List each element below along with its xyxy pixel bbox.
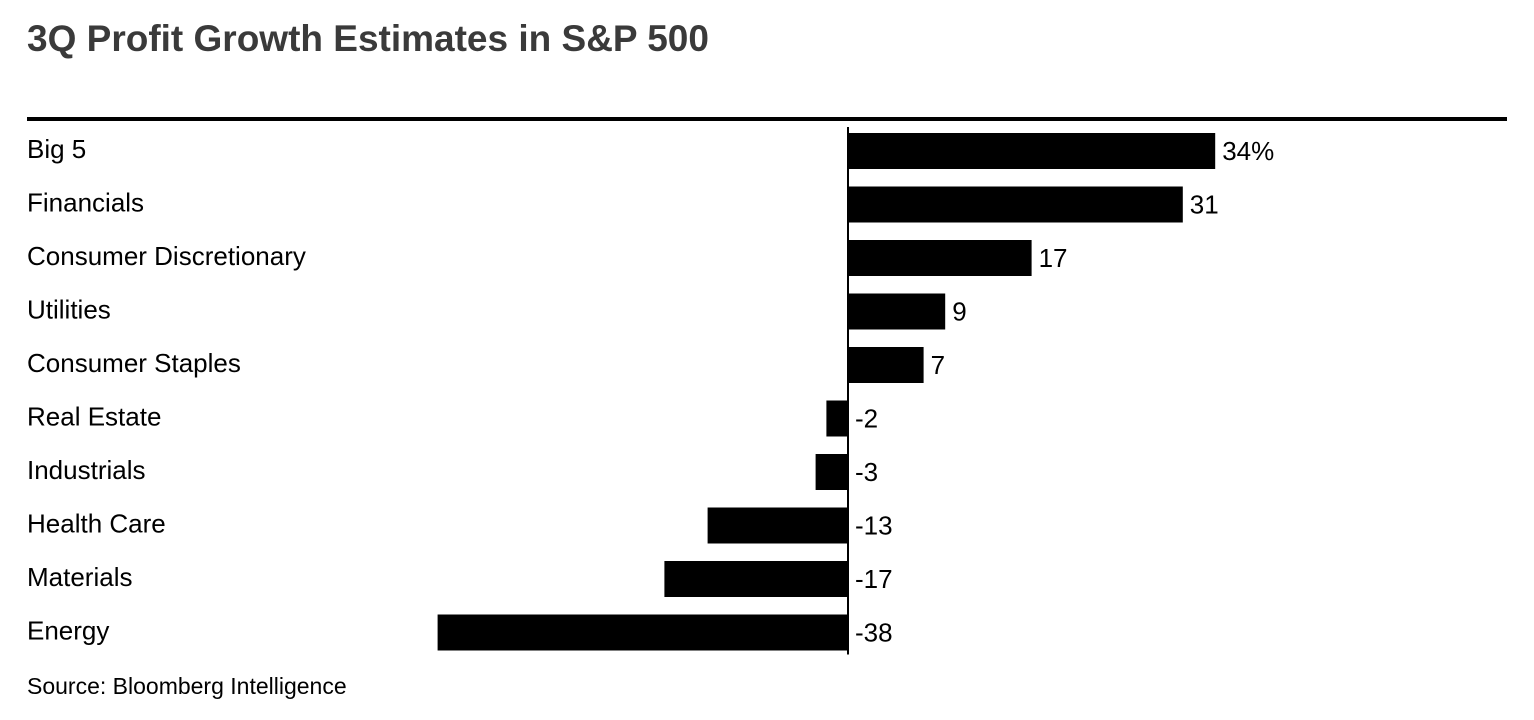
category-label-consumer-staples: Consumer Staples — [27, 348, 241, 378]
bar-materials — [664, 561, 848, 597]
bar-energy — [437, 614, 848, 651]
value-label-health-care: -13 — [855, 511, 893, 541]
bar-consumer-staples — [848, 347, 924, 383]
bar-financials — [848, 186, 1183, 223]
category-label-industrials: Industrials — [27, 455, 146, 485]
bar-real-estate — [826, 400, 848, 437]
category-label-big-5: Big 5 — [27, 134, 86, 164]
category-label-energy: Energy — [27, 616, 109, 646]
bar-consumer-discretionary — [848, 240, 1032, 276]
value-label-consumer-discretionary: 17 — [1039, 243, 1068, 273]
value-label-financials: 31 — [1190, 190, 1219, 220]
value-label-utilities: 9 — [952, 297, 966, 327]
value-label-energy: -38 — [855, 618, 893, 648]
category-label-materials: Materials — [27, 562, 132, 592]
category-label-utilities: Utilities — [27, 295, 111, 325]
title-divider-rule — [27, 117, 1507, 121]
bar-big-5 — [848, 133, 1216, 169]
value-label-materials: -17 — [855, 564, 893, 594]
category-label-health-care: Health Care — [27, 509, 166, 539]
bar-health-care — [707, 507, 848, 544]
labels-group: Big 5 34% Financials 31 Consumer Discretiona… — [27, 134, 1274, 648]
category-label-real-estate: Real Estate — [27, 402, 161, 432]
value-label-big-5: 34% — [1222, 136, 1274, 166]
category-label-financials: Financials — [27, 188, 144, 218]
bar-utilities — [848, 293, 946, 330]
category-label-consumer-discretionary: Consumer Discretionary — [27, 241, 306, 271]
value-label-industrials: -3 — [855, 457, 878, 487]
bar-industrials — [815, 454, 848, 490]
source-note: Source: Bloomberg Intelligence — [27, 673, 347, 699]
value-label-consumer-staples: 7 — [931, 350, 945, 380]
value-label-real-estate: -2 — [855, 404, 878, 434]
bars-group — [437, 133, 1216, 651]
chart-title: 3Q Profit Growth Estimates in S&P 500 — [27, 18, 709, 59]
